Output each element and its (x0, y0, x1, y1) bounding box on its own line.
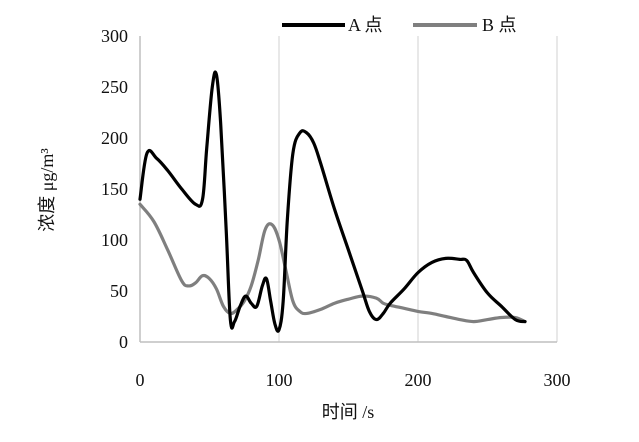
x-tick-label-200: 200 (405, 370, 432, 390)
y-tick-label-50: 50 (110, 281, 128, 301)
y-tick-label-150: 150 (101, 179, 128, 199)
series-lines (138, 70, 527, 333)
x-axis-title: 时间 /s (322, 402, 375, 422)
series-line-a (138, 70, 527, 333)
tick-labels: 0 50 100 150 200 250 300 0 100 200 300 (101, 26, 571, 390)
series-line-b (138, 202, 527, 324)
y-tick-label-100: 100 (101, 230, 128, 250)
y-tick-label-200: 200 (101, 128, 128, 148)
legend-label-series-a: A 点 (348, 15, 383, 35)
y-tick-label-300: 300 (101, 26, 128, 46)
legend-label-series-b: B 点 (482, 15, 517, 35)
y-tick-label-250: 250 (101, 77, 128, 97)
legend: A 点 B 点 (282, 15, 517, 35)
x-tick-label-300: 300 (544, 370, 571, 390)
x-tick-label-100: 100 (266, 370, 293, 390)
y-axis-title: 浓度 μg/m³ (37, 148, 57, 232)
grid-lines (278, 36, 558, 342)
x-tick-label-0: 0 (136, 370, 145, 390)
y-tick-label-0: 0 (119, 332, 128, 352)
